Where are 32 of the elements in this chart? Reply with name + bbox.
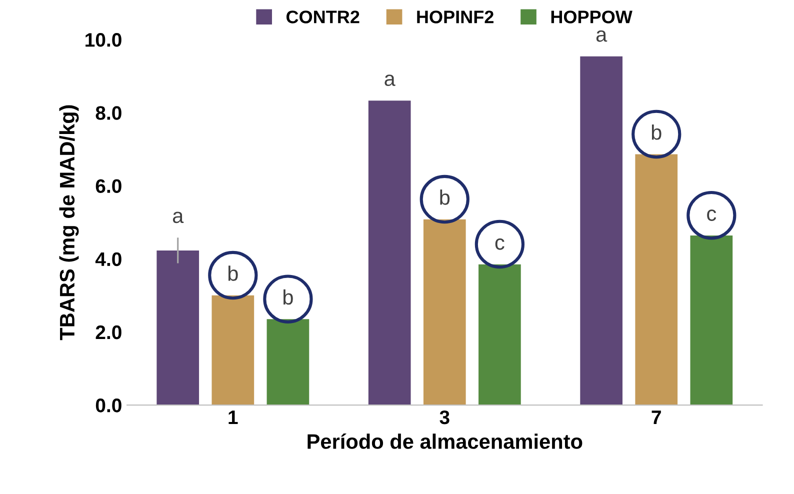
y-axis-title: TBARS (mg de MAD/kg) — [59, 105, 79, 340]
bar — [478, 264, 521, 406]
bar — [423, 219, 466, 406]
data-label: c — [707, 210, 716, 221]
data-label: a — [596, 30, 608, 42]
x-axis-title: Período de almacenamiento — [308, 433, 582, 449]
data-label: b — [284, 289, 293, 305]
y-tick-label: 8.0 — [96, 106, 122, 120]
data-label: b — [652, 124, 662, 140]
data-label: b — [228, 266, 238, 281]
bar — [156, 250, 200, 406]
y-tick-label: 0.0 — [96, 398, 122, 412]
bar — [635, 154, 678, 406]
x-tick-label: 1 — [228, 410, 238, 424]
legend-label: HOPINF2 — [417, 10, 494, 24]
data-label: a — [384, 74, 396, 86]
x-tick-label: 7 — [652, 410, 661, 424]
bar — [212, 295, 254, 406]
y-tick-label: 4.0 — [95, 252, 122, 266]
y-tick-label: 2.0 — [96, 325, 122, 340]
y-tick-label: 6.0 — [96, 179, 122, 193]
legend-label: HOPPOW — [551, 10, 632, 24]
bar — [368, 100, 411, 406]
bar — [580, 56, 622, 406]
y-tick-label: 10.0 — [86, 32, 122, 47]
bar — [266, 319, 310, 406]
bar — [690, 235, 733, 406]
legend-label: CONTR2 — [286, 10, 360, 24]
data-label: a — [172, 212, 184, 224]
data-label: c — [495, 238, 504, 250]
x-tick-label: 3 — [440, 410, 450, 424]
data-label: b — [440, 190, 450, 205]
